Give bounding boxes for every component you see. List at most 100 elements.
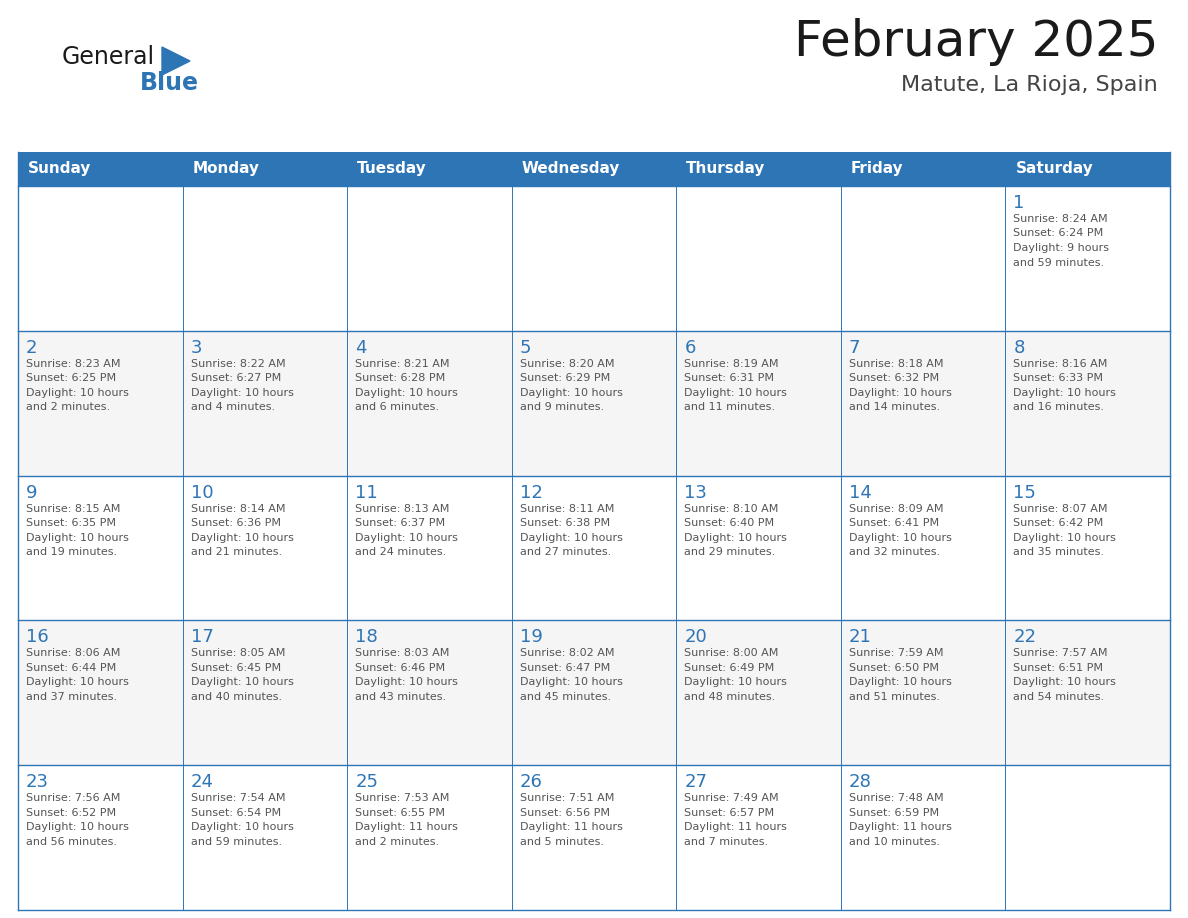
Text: Sunset: 6:47 PM: Sunset: 6:47 PM [519,663,609,673]
Text: and 14 minutes.: and 14 minutes. [849,402,940,412]
Text: Sunset: 6:44 PM: Sunset: 6:44 PM [26,663,116,673]
Text: 26: 26 [519,773,543,791]
Text: Matute, La Rioja, Spain: Matute, La Rioja, Spain [902,75,1158,95]
Text: and 27 minutes.: and 27 minutes. [519,547,611,557]
Text: Sunset: 6:45 PM: Sunset: 6:45 PM [190,663,280,673]
Text: Sunrise: 8:13 AM: Sunrise: 8:13 AM [355,504,449,513]
Text: Daylight: 10 hours: Daylight: 10 hours [684,532,788,543]
Text: 16: 16 [26,629,49,646]
Text: and 35 minutes.: and 35 minutes. [1013,547,1105,557]
Text: and 59 minutes.: and 59 minutes. [190,836,282,846]
Text: Sunrise: 8:03 AM: Sunrise: 8:03 AM [355,648,449,658]
Text: 14: 14 [849,484,872,501]
Text: Sunrise: 8:16 AM: Sunrise: 8:16 AM [1013,359,1107,369]
Text: Daylight: 10 hours: Daylight: 10 hours [190,532,293,543]
Text: 19: 19 [519,629,543,646]
Text: 1: 1 [1013,194,1025,212]
Bar [18,186,1170,330]
Text: and 9 minutes.: and 9 minutes. [519,402,604,412]
Text: February 2025: February 2025 [794,18,1158,66]
Text: and 2 minutes.: and 2 minutes. [355,836,440,846]
Text: 17: 17 [190,629,214,646]
Text: Sunset: 6:29 PM: Sunset: 6:29 PM [519,374,609,384]
Text: and 40 minutes.: and 40 minutes. [190,692,282,702]
Text: Daylight: 10 hours: Daylight: 10 hours [1013,677,1117,688]
Text: Sunrise: 8:00 AM: Sunrise: 8:00 AM [684,648,778,658]
Text: Sunset: 6:35 PM: Sunset: 6:35 PM [26,518,116,528]
Text: 20: 20 [684,629,707,646]
Text: and 54 minutes.: and 54 minutes. [1013,692,1105,702]
Text: and 11 minutes.: and 11 minutes. [684,402,776,412]
Text: 18: 18 [355,629,378,646]
Text: and 37 minutes.: and 37 minutes. [26,692,118,702]
Text: Sunrise: 8:05 AM: Sunrise: 8:05 AM [190,648,285,658]
Text: Sunset: 6:55 PM: Sunset: 6:55 PM [355,808,446,818]
Text: 22: 22 [1013,629,1036,646]
Text: Sunrise: 8:21 AM: Sunrise: 8:21 AM [355,359,449,369]
Text: Daylight: 11 hours: Daylight: 11 hours [519,823,623,833]
Text: 6: 6 [684,339,696,357]
Text: Daylight: 10 hours: Daylight: 10 hours [26,532,128,543]
Text: 28: 28 [849,773,872,791]
Text: Sunrise: 8:19 AM: Sunrise: 8:19 AM [684,359,779,369]
Text: and 24 minutes.: and 24 minutes. [355,547,447,557]
Text: Sunrise: 8:22 AM: Sunrise: 8:22 AM [190,359,285,369]
Text: and 59 minutes.: and 59 minutes. [1013,258,1105,267]
Polygon shape [162,47,190,75]
Text: Sunset: 6:42 PM: Sunset: 6:42 PM [1013,518,1104,528]
Text: 24: 24 [190,773,214,791]
Text: Daylight: 10 hours: Daylight: 10 hours [684,387,788,397]
Bar [18,766,1170,910]
Text: and 2 minutes.: and 2 minutes. [26,402,110,412]
Text: Daylight: 10 hours: Daylight: 10 hours [849,677,952,688]
Text: Daylight: 10 hours: Daylight: 10 hours [26,387,128,397]
Text: 27: 27 [684,773,707,791]
Text: Sunset: 6:36 PM: Sunset: 6:36 PM [190,518,280,528]
Text: 7: 7 [849,339,860,357]
Text: Daylight: 11 hours: Daylight: 11 hours [684,823,788,833]
Text: and 45 minutes.: and 45 minutes. [519,692,611,702]
Text: Daylight: 11 hours: Daylight: 11 hours [355,823,459,833]
Text: and 16 minutes.: and 16 minutes. [1013,402,1105,412]
Text: Saturday: Saturday [1016,162,1093,176]
Text: Sunset: 6:25 PM: Sunset: 6:25 PM [26,374,116,384]
Text: 12: 12 [519,484,543,501]
Text: Daylight: 10 hours: Daylight: 10 hours [849,532,952,543]
Text: Sunset: 6:57 PM: Sunset: 6:57 PM [684,808,775,818]
Text: Sunrise: 8:18 AM: Sunrise: 8:18 AM [849,359,943,369]
Text: Sunset: 6:31 PM: Sunset: 6:31 PM [684,374,775,384]
Text: 9: 9 [26,484,38,501]
Text: and 4 minutes.: and 4 minutes. [190,402,274,412]
Text: Sunrise: 8:07 AM: Sunrise: 8:07 AM [1013,504,1108,513]
Text: Sunrise: 8:23 AM: Sunrise: 8:23 AM [26,359,120,369]
Text: and 56 minutes.: and 56 minutes. [26,836,116,846]
Text: Sunrise: 8:11 AM: Sunrise: 8:11 AM [519,504,614,513]
Text: 8: 8 [1013,339,1025,357]
Text: Daylight: 10 hours: Daylight: 10 hours [190,677,293,688]
Bar [18,621,1170,766]
Text: General: General [62,45,156,69]
Text: Daylight: 10 hours: Daylight: 10 hours [1013,532,1117,543]
Text: and 6 minutes.: and 6 minutes. [355,402,440,412]
Text: Daylight: 10 hours: Daylight: 10 hours [190,823,293,833]
Text: and 51 minutes.: and 51 minutes. [849,692,940,702]
Text: 4: 4 [355,339,367,357]
Text: Sunset: 6:51 PM: Sunset: 6:51 PM [1013,663,1104,673]
Text: and 19 minutes.: and 19 minutes. [26,547,118,557]
Text: 13: 13 [684,484,707,501]
Text: and 43 minutes.: and 43 minutes. [355,692,447,702]
Text: Sunrise: 8:24 AM: Sunrise: 8:24 AM [1013,214,1108,224]
Text: Sunrise: 7:49 AM: Sunrise: 7:49 AM [684,793,779,803]
Text: Daylight: 10 hours: Daylight: 10 hours [355,532,459,543]
Text: Sunset: 6:38 PM: Sunset: 6:38 PM [519,518,609,528]
Text: Monday: Monday [192,162,259,176]
Text: Sunset: 6:50 PM: Sunset: 6:50 PM [849,663,939,673]
Text: Daylight: 10 hours: Daylight: 10 hours [26,677,128,688]
Text: Sunset: 6:33 PM: Sunset: 6:33 PM [1013,374,1104,384]
Text: Daylight: 11 hours: Daylight: 11 hours [849,823,952,833]
Text: Sunset: 6:37 PM: Sunset: 6:37 PM [355,518,446,528]
Text: Sunset: 6:54 PM: Sunset: 6:54 PM [190,808,280,818]
Text: Sunrise: 7:59 AM: Sunrise: 7:59 AM [849,648,943,658]
Text: Daylight: 10 hours: Daylight: 10 hours [519,532,623,543]
Text: Daylight: 10 hours: Daylight: 10 hours [355,677,459,688]
